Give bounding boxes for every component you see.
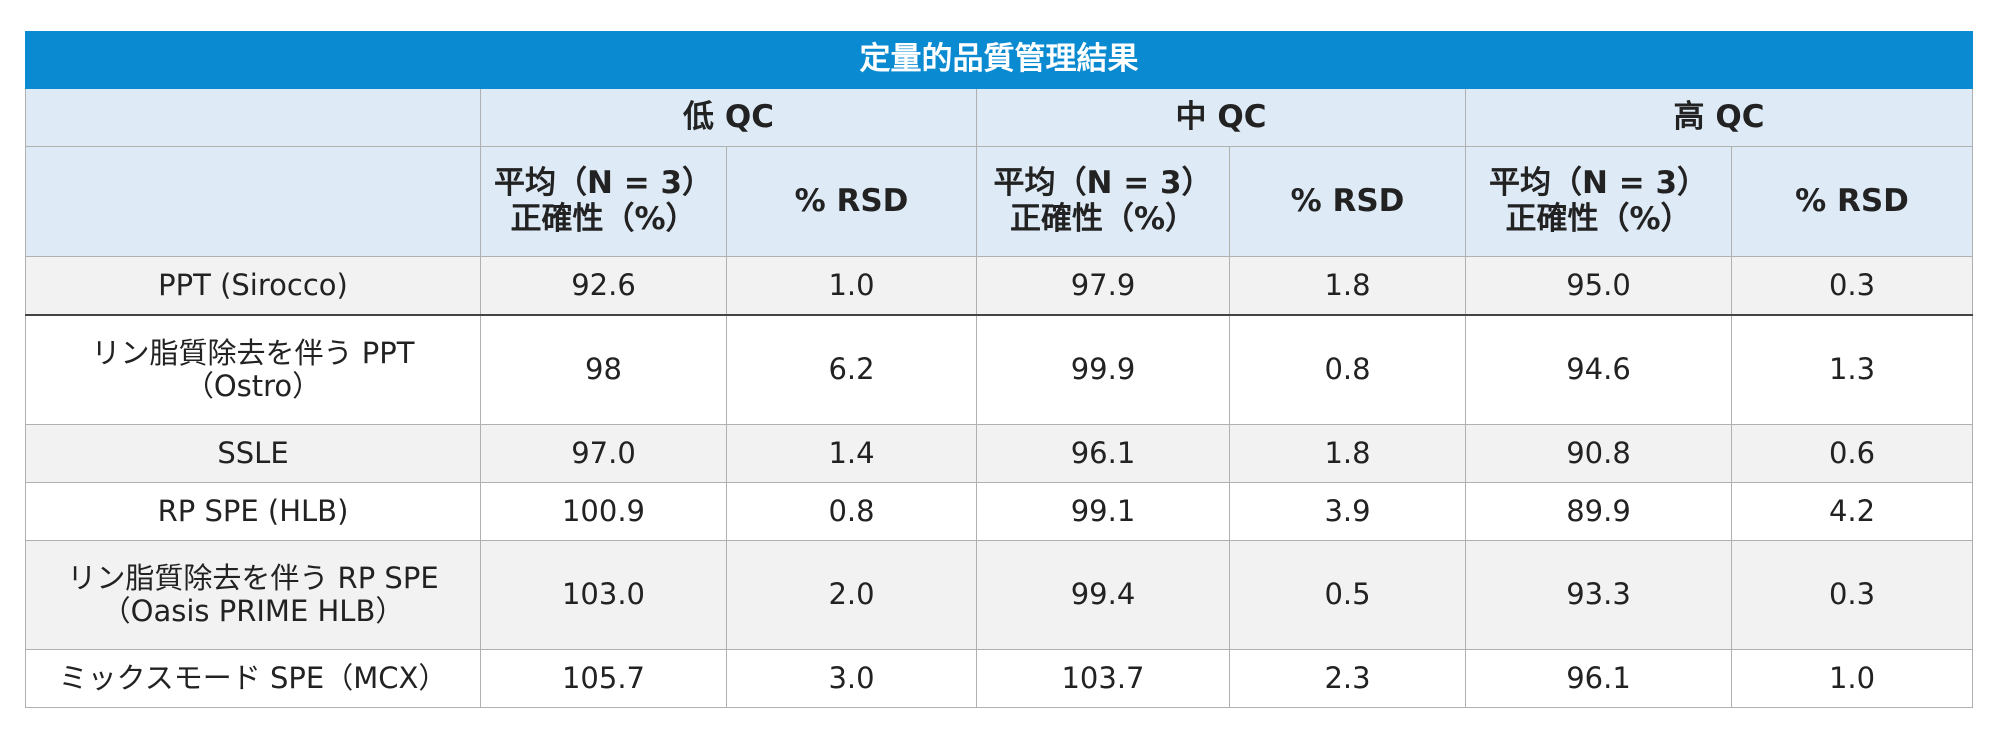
subheader-row: 平均（N = 3） 正確性（%）% RSD 平均（N = 3） 正確性（%）% RSD… [25,146,1973,257]
value-cell: 99.4 [976,540,1230,650]
row-label: リン脂質除去を伴う PPT （Ostro） [25,314,481,425]
row-label: SSLE [25,424,481,483]
value-cell: 3.0 [726,649,977,708]
value-cell: 99.1 [976,482,1230,541]
value-cell: 96.1 [1465,649,1732,708]
cell-line: ミックスモード SPE（MCX） [58,660,448,695]
value-cell: 103.0 [480,540,727,650]
cell-line: 平均（N = 3） [493,164,714,201]
cell-line: 正確性（%） [510,200,697,237]
value-cell: 6.2 [726,314,977,425]
value-cell: 1.0 [726,256,977,316]
data-row: リン脂質除去を伴う RP SPE （Oasis PRIME HLB） 103.0 2.… [25,540,1973,650]
data-row: リン脂質除去を伴う PPT （Ostro） 98 6.2 99.9 0.8 94.6 1.3 [25,314,1973,425]
subheader: % RSD [726,146,977,257]
value-cell: 2.0 [726,540,977,650]
value-cell: 93.3 [1465,540,1732,650]
value-cell: 99.9 [976,314,1230,425]
cell-line: 正確性（%） [1505,200,1692,237]
group-row: 低 QC 中 QC 高 QC [25,88,1973,147]
subheader: % RSD [1229,146,1466,257]
group-header: 低 QC [480,88,977,147]
value-cell: 1.8 [1229,256,1466,316]
qc-table: 定量的品質管理結果 低 QC 中 QC 高 QC 平均（N = 3） 正確性（%）% R… [25,31,1973,708]
cell-line: SSLE [217,435,289,470]
value-cell: 0.3 [1731,256,1973,316]
value-cell: 92.6 [480,256,727,316]
cell-line: % RSD [1290,182,1405,219]
value-cell: 1.0 [1731,649,1973,708]
value-cell: 95.0 [1465,256,1732,316]
group-header: 中 QC [976,88,1466,147]
subheader: 平均（N = 3） 正確性（%） [1465,146,1732,257]
value-cell: 97.0 [480,424,727,483]
data-row: SSLE 97.0 1.4 96.1 1.8 90.8 0.6 [25,424,1973,483]
cell-line: % RSD [794,182,909,219]
data-row: RP SPE (HLB) 100.9 0.8 99.1 3.9 89.9 4.2 [25,482,1973,541]
subheader: 平均（N = 3） 正確性（%） [480,146,727,257]
value-cell: 100.9 [480,482,727,541]
table-title: 定量的品質管理結果 [25,31,1973,89]
value-cell: 97.9 [976,256,1230,316]
value-cell: 98 [480,314,727,425]
value-cell: 0.8 [1229,314,1466,425]
value-cell: 89.9 [1465,482,1732,541]
value-cell: 90.8 [1465,424,1732,483]
value-cell: 0.5 [1229,540,1466,650]
row-label: リン脂質除去を伴う RP SPE （Oasis PRIME HLB） [25,540,481,650]
value-cell: 105.7 [480,649,727,708]
value-cell: 2.3 [1229,649,1466,708]
subheader: 平均（N = 3） 正確性（%） [976,146,1230,257]
data-row: PPT (Sirocco) 92.6 1.0 97.9 1.8 95.0 0.3 [25,256,1973,316]
cell-line: （Oasis PRIME HLB） [101,594,405,628]
cell-line: PPT (Sirocco) [158,267,348,302]
value-cell: 1.3 [1731,314,1973,425]
subheader: % RSD [1731,146,1973,257]
value-cell: 0.6 [1731,424,1973,483]
cell-line: RP SPE (HLB) [157,493,349,528]
cell-line: リン脂質除去を伴う RP SPE [67,560,439,595]
row-label: RP SPE (HLB) [25,482,481,541]
value-cell: 0.8 [726,482,977,541]
data-row: ミックスモード SPE（MCX） 105.7 3.0 103.7 2.3 96.1 1.0 [25,649,1973,708]
value-cell: 3.9 [1229,482,1466,541]
cell-line: （Ostro） [184,369,322,403]
value-cell: 0.3 [1731,540,1973,650]
value-cell: 1.8 [1229,424,1466,483]
empty-cell [25,146,481,257]
cell-line: 平均（N = 3） [993,164,1213,201]
value-cell: 94.6 [1465,314,1732,425]
value-cell: 4.2 [1731,482,1973,541]
cell-line: 正確性（%） [1009,200,1197,237]
value-cell: 96.1 [976,424,1230,483]
empty-cell [25,88,481,147]
cell-line: リン脂質除去を伴う PPT [91,335,415,370]
value-cell: 1.4 [726,424,977,483]
row-label: PPT (Sirocco) [25,256,481,316]
value-cell: 103.7 [976,649,1230,708]
group-header: 高 QC [1465,88,1973,147]
cell-line: 平均（N = 3） [1488,164,1709,201]
row-label: ミックスモード SPE（MCX） [25,649,481,708]
cell-line: % RSD [1795,182,1909,219]
